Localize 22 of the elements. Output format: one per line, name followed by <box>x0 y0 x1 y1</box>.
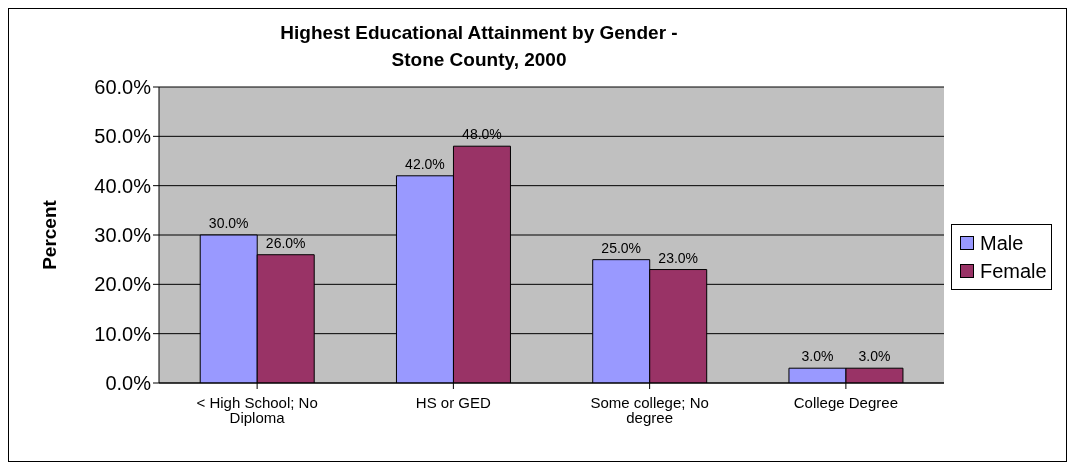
x-tick-label: HS or GED <box>415 393 492 411</box>
chart-title: Highest Educational Attainment by Gender - Stone County, 2000 <box>279 21 679 72</box>
data-label: 26.0% <box>265 234 306 251</box>
data-label: 25.0% <box>601 239 642 256</box>
data-label: 23.0% <box>658 249 699 266</box>
y-tick-label: 20.0% <box>94 273 152 296</box>
data-label: 42.0% <box>405 155 445 172</box>
x-tick-label: Some college; No degree <box>590 393 709 426</box>
y-tick-label: 50.0% <box>94 125 152 148</box>
x-tick-label: < High School; No Diploma <box>196 393 318 426</box>
legend-label: Female <box>980 259 1047 284</box>
data-label: 30.0% <box>208 215 249 231</box>
data-label: 3.0% <box>801 348 834 365</box>
y-tick-label: 10.0% <box>94 322 152 345</box>
legend-label: Male <box>980 231 1024 256</box>
x-tick-label: College Degree <box>793 393 898 411</box>
y-tick-label: 40.0% <box>94 174 152 197</box>
y-axis-title: Percent <box>38 199 60 270</box>
y-tick-label: 30.0% <box>94 224 152 247</box>
y-tick-label: 0.0% <box>105 372 152 395</box>
data-label: 3.0% <box>858 348 891 365</box>
y-tick-label: 60.0% <box>94 76 152 99</box>
